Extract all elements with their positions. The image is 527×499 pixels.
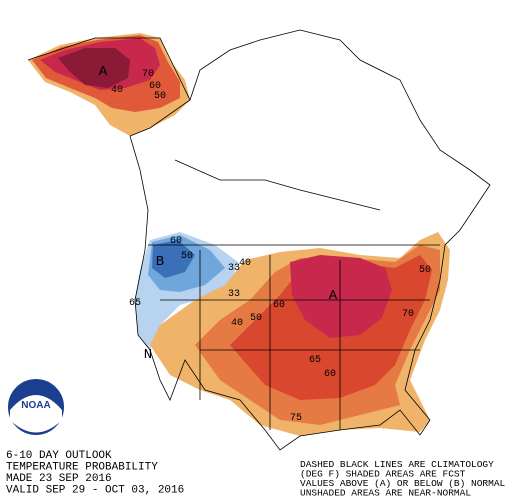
contour-label: 65 (129, 298, 141, 309)
contour-label: 33 (228, 263, 240, 274)
contour-label: 50 (181, 251, 193, 262)
legend-left-line: TEMPERATURE PROBABILITY (6, 462, 158, 474)
contour-label: 50 (250, 313, 262, 324)
contour-label: N (144, 347, 152, 363)
legend-right-line: DASHED BLACK LINES ARE CLIMATOLOGY (300, 459, 494, 470)
contour-label: 33 (228, 289, 240, 300)
legend-left-line: MADE 23 SEP 2016 (6, 473, 112, 485)
logo-text: NOAA (21, 400, 50, 411)
legend-right-line: VALUES ABOVE (A) OR BELOW (B) NORMAL (300, 478, 506, 489)
legend-left-line: 6-10 DAY OUTLOOK (6, 450, 112, 462)
coastline (27, 29, 491, 451)
contour-label: 60 (273, 300, 285, 311)
alaska-above-70 (58, 48, 130, 88)
contour-label: 40 (231, 318, 243, 329)
legend-right-line: UNSHADED AREAS ARE NEAR-NORMAL (300, 488, 471, 499)
contour-label: 60 (170, 236, 182, 247)
contour-label: 50 (154, 91, 166, 102)
contour-label: 70 (402, 309, 414, 320)
contour-label: A (329, 288, 338, 304)
contour-label: B (156, 254, 164, 270)
east-above-60 (290, 255, 392, 338)
contour-label: 70 (142, 69, 154, 80)
contour-label: 40 (239, 258, 251, 269)
legend-right-line: (DEG F) SHADED AREAS ARE FCST (300, 469, 466, 480)
borders (148, 159, 440, 430)
contour-label: 40 (111, 85, 123, 96)
contour-label: 60 (149, 81, 161, 92)
contour-label: A (99, 64, 108, 80)
contour-label: 60 (324, 369, 336, 380)
west-below-50 (152, 240, 195, 278)
contour-label: 65 (309, 355, 321, 366)
noaa-logo-wave (10, 395, 62, 433)
contour-label: 75 (290, 413, 302, 424)
legend-left-line: VALID SEP 29 - OCT 03, 2016 (6, 485, 184, 497)
contour-label: 50 (419, 265, 431, 276)
